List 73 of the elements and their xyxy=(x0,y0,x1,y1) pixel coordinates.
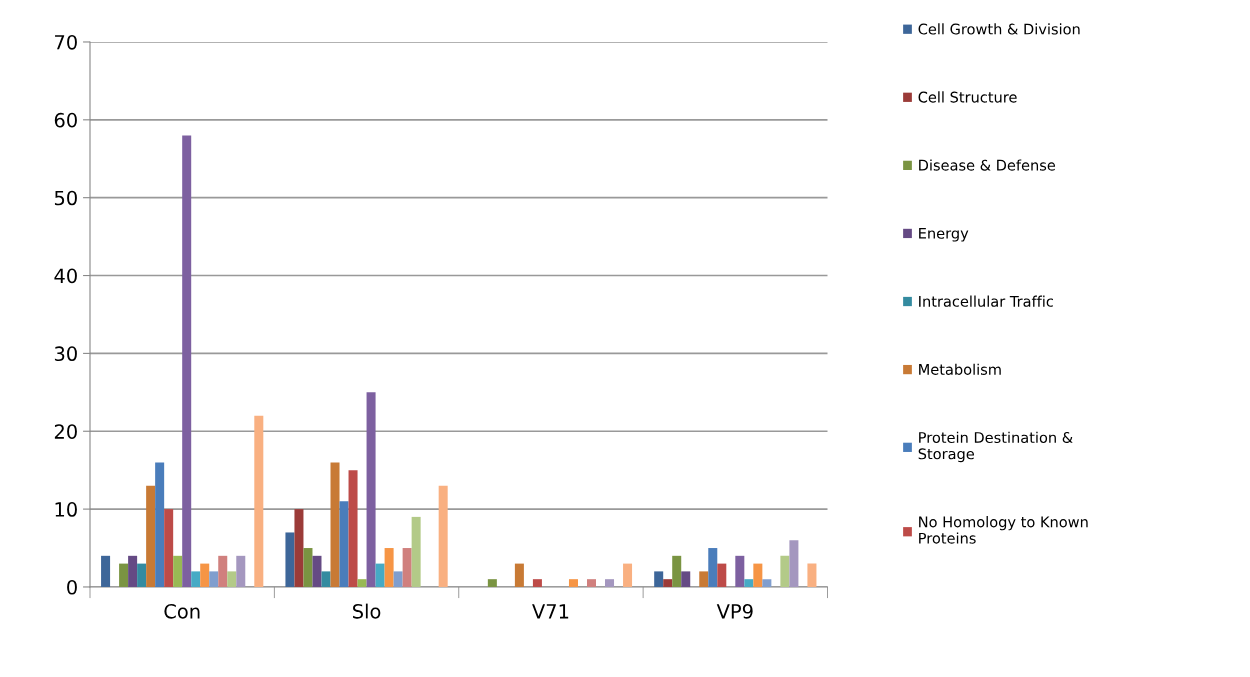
legend-label: Cell Growth & Division xyxy=(918,23,1080,35)
bar xyxy=(348,470,358,587)
bar xyxy=(807,563,817,587)
bar xyxy=(654,571,664,587)
bar xyxy=(789,540,799,587)
bar xyxy=(744,579,754,587)
legend-label: Protein Destination & Storage xyxy=(918,431,1073,463)
bar xyxy=(137,563,147,587)
bar xyxy=(173,555,183,587)
bar xyxy=(285,532,295,587)
bar xyxy=(568,579,578,587)
bar xyxy=(164,509,174,587)
bar xyxy=(708,548,718,587)
x-tick-label: Slo xyxy=(353,603,381,619)
bar xyxy=(218,555,228,587)
bar xyxy=(699,571,709,587)
legend-label: Disease & Defense xyxy=(919,159,1056,171)
legend-label: Cell Structure xyxy=(918,91,1017,103)
bar xyxy=(128,555,138,587)
y-tick-label: 60 xyxy=(54,112,77,128)
bar xyxy=(762,579,772,587)
bar xyxy=(330,462,340,587)
y-tick-label: 10 xyxy=(55,502,77,517)
bar xyxy=(532,579,542,587)
bar xyxy=(146,485,156,587)
bar xyxy=(672,555,682,587)
y-tick-label: 0 xyxy=(67,579,77,595)
bar xyxy=(402,548,412,587)
bar xyxy=(384,548,394,587)
bar xyxy=(366,392,376,587)
x-tick-label: Con xyxy=(164,603,200,619)
bar xyxy=(191,571,201,587)
bar xyxy=(663,579,673,587)
bar xyxy=(182,135,192,587)
bar xyxy=(623,563,633,587)
bar xyxy=(487,579,497,587)
bar xyxy=(735,555,745,587)
legend-label: Energy xyxy=(919,227,969,242)
y-tick-label: 50 xyxy=(54,190,77,206)
bar xyxy=(254,415,264,587)
legend-label: Metabolism xyxy=(919,363,1001,375)
bar xyxy=(155,462,165,587)
bar xyxy=(780,555,790,587)
bar xyxy=(393,571,403,587)
x-tick-label: VP9 xyxy=(716,603,753,619)
x-tick-label: V71 xyxy=(532,604,569,619)
legend-label: Intracellular Traffic xyxy=(919,295,1053,307)
bar xyxy=(312,555,322,587)
bar xyxy=(438,485,448,587)
bar xyxy=(200,563,210,587)
y-tick-label: 70 xyxy=(55,34,77,50)
bar xyxy=(514,563,524,587)
bar xyxy=(605,579,615,587)
bar xyxy=(227,571,237,587)
bar xyxy=(375,563,385,587)
legend-label: No Homology to Known Proteins xyxy=(919,516,1088,544)
bar xyxy=(294,509,304,587)
bar xyxy=(681,571,691,587)
bar xyxy=(321,571,331,587)
y-tick-label: 40 xyxy=(54,268,77,284)
bar xyxy=(236,555,246,587)
y-tick-label: 20 xyxy=(54,424,77,439)
bar xyxy=(411,516,421,587)
bar xyxy=(586,579,597,587)
bar xyxy=(339,501,349,587)
bar xyxy=(119,563,129,587)
bar xyxy=(101,555,111,587)
bar xyxy=(357,579,367,587)
bar xyxy=(209,571,219,587)
bar xyxy=(303,548,313,587)
bar xyxy=(753,563,763,587)
y-tick-label: 30 xyxy=(54,346,77,362)
bar xyxy=(717,563,727,587)
